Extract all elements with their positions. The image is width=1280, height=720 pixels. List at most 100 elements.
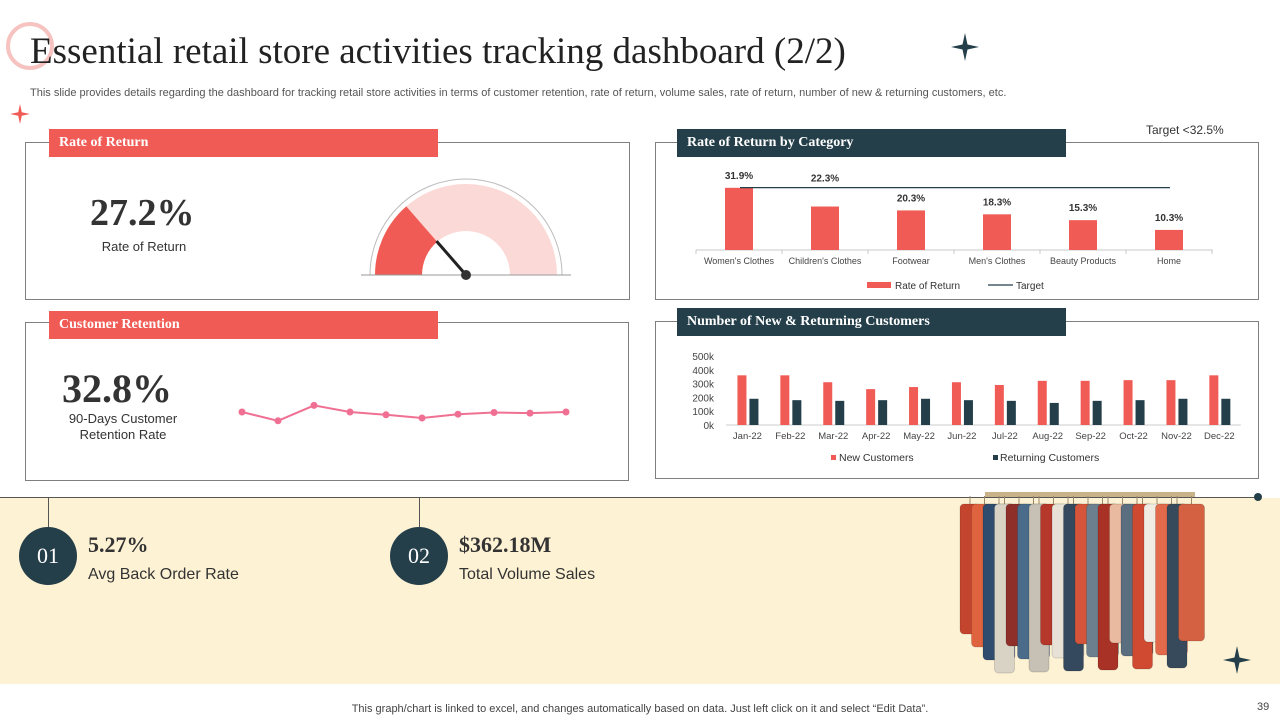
page-subtitle: This slide provides details regarding th… (30, 87, 1007, 99)
rate-of-return-label: Rate of Return (101, 239, 187, 254)
month-tick-label: Feb-22 (775, 431, 805, 442)
month-tick-label: Nov-22 (1161, 431, 1192, 442)
sparkle-icon (10, 104, 30, 124)
category-tick-label: Children's Clothes (789, 256, 862, 266)
new-customers-bar (909, 387, 919, 425)
retention-point (238, 408, 246, 416)
retention-point (382, 411, 390, 419)
bar-data-label: 18.3% (983, 197, 1011, 208)
retention-label-line1: 90-Days Customer (68, 411, 178, 426)
returning-customers-bar (1178, 398, 1188, 425)
customers-chart-title: Number of New & Returning Customers (677, 308, 1066, 336)
kpi-label: Avg Back Order Rate (88, 566, 239, 583)
connector-line (419, 497, 420, 527)
new-customers-bar (1037, 380, 1047, 425)
returning-customers-bar (878, 400, 888, 425)
returning-customers-bar (921, 398, 931, 425)
new-customers-bar (994, 384, 1004, 425)
retention-point (418, 414, 426, 422)
rate-of-return-gauge (361, 178, 571, 280)
customer-retention-title: Customer Retention (49, 311, 438, 339)
category-tick-label: Home (1157, 256, 1181, 266)
category-bar-chart: 31.9% Women's Clothes 22.3% Children's Clot… (695, 171, 1213, 292)
gauge-needle (435, 240, 468, 276)
returning-customers-bar (1221, 398, 1231, 425)
y-tick-label: 300k (692, 380, 715, 391)
y-tick-label: 200k (692, 393, 715, 404)
bar-data-label: 15.3% (1069, 203, 1097, 214)
customers-bar-chart: 0k 100k 200k 300k 400k 500k Jan-22 Feb-22 Mar-22… (692, 352, 1241, 464)
connector-line (48, 497, 49, 527)
legend-label: Returning Customers (1000, 452, 1099, 464)
footer-note: This graph/chart is linked to excel, and… (351, 703, 929, 715)
month-tick-label: Oct-22 (1119, 431, 1148, 442)
y-tick-label: 500k (692, 352, 715, 363)
returning-customers-bar (1006, 400, 1016, 425)
new-customers-bar (1123, 380, 1133, 425)
retention-label-line2: Retention Rate (79, 427, 167, 442)
bar-data-label: 22.3% (811, 174, 839, 185)
garment (1178, 503, 1205, 642)
new-customers-bar (1209, 375, 1219, 425)
kpi-value: $362.18M (459, 532, 552, 557)
legend-label: Rate of Return (895, 281, 960, 292)
month-tick-label: Aug-22 (1032, 431, 1063, 442)
month-tick-label: Jan-22 (733, 431, 762, 442)
category-bar (1069, 220, 1097, 250)
kpi-label: Total Volume Sales (459, 566, 596, 583)
bar-data-label: 31.9% (725, 171, 753, 182)
month-tick-label: Jul-22 (992, 431, 1018, 442)
divider-dot (1254, 493, 1262, 501)
sparkle-icon (1223, 646, 1251, 674)
legend-label: New Customers (839, 452, 914, 464)
category-tick-label: Women's Clothes (704, 256, 775, 266)
decorative-ring (6, 22, 54, 70)
new-customers-bar (737, 375, 747, 425)
bar-data-label: 10.3% (1155, 213, 1183, 224)
new-customers-bar (1080, 380, 1090, 425)
category-bar (983, 214, 1011, 250)
retention-point (454, 410, 462, 418)
page-title: Essential retail store activities tracki… (30, 31, 846, 72)
legend-swatch (867, 282, 891, 288)
bar-data-label: 20.3% (897, 193, 925, 204)
returning-customers-bar (835, 400, 845, 425)
legend-label: Target (1016, 281, 1044, 292)
kpi-number-badge: 01 (19, 527, 77, 585)
category-bar (725, 187, 753, 250)
month-tick-label: Dec-22 (1204, 431, 1235, 442)
category-chart-panel (655, 142, 1259, 300)
retention-trend-line (241, 404, 567, 422)
rate-of-return-value: 27.2% (90, 192, 195, 234)
kpi-number-badge: 02 (390, 527, 448, 585)
gauge-pivot (461, 270, 471, 280)
category-bar (897, 210, 925, 250)
new-customers-bar (951, 382, 961, 425)
y-tick-label: 100k (692, 407, 715, 418)
returning-customers-bar (1135, 400, 1145, 425)
y-tick-label: 400k (692, 366, 715, 377)
retention-point (526, 409, 534, 417)
category-bar (811, 206, 839, 250)
rate-of-return-title: Rate of Return (49, 129, 438, 157)
retention-point (490, 409, 498, 416)
returning-customers-bar (963, 400, 973, 425)
customer-retention-value: 32.8% (62, 366, 172, 411)
month-tick-label: Jun-22 (947, 431, 976, 442)
returning-customers-bar (1049, 402, 1059, 425)
retention-point (310, 401, 318, 409)
legend-swatch (831, 455, 836, 460)
new-customers-bar (866, 389, 876, 425)
clothing-rack-image (959, 492, 1205, 674)
new-customers-bar (780, 375, 790, 425)
category-bar (1155, 229, 1183, 250)
month-tick-label: May-22 (903, 431, 935, 442)
category-tick-label: Men's Clothes (969, 256, 1026, 266)
returning-customers-bar (749, 398, 759, 425)
category-tick-label: Beauty Products (1050, 256, 1117, 266)
divider-line (0, 497, 1258, 498)
retention-point (274, 417, 282, 425)
month-tick-label: Apr-22 (862, 431, 891, 442)
new-customers-bar (823, 382, 833, 425)
category-tick-label: Footwear (892, 256, 930, 266)
